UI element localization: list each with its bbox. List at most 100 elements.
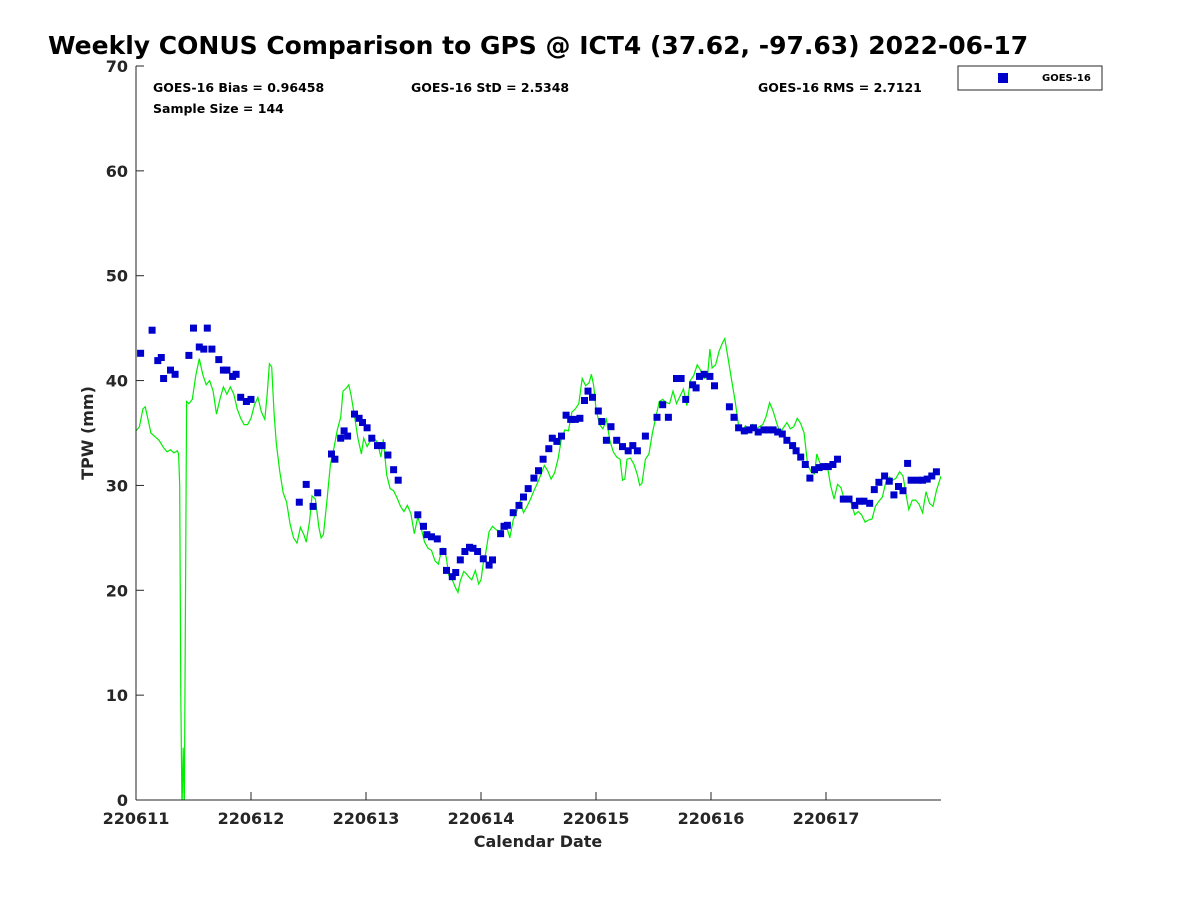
- goes16-point: [845, 495, 853, 503]
- y-tick-label: 40: [106, 372, 128, 391]
- goes16-point: [919, 476, 927, 484]
- goes16-point: [932, 468, 940, 476]
- x-tick-label: 220613: [333, 809, 400, 828]
- goes16-point: [875, 478, 883, 486]
- goes16-point: [855, 497, 863, 505]
- goes16-point: [792, 447, 800, 455]
- goes16-point: [171, 370, 179, 378]
- goes16-point: [548, 434, 556, 442]
- goes16-point: [673, 375, 680, 382]
- goes16-point: [545, 445, 553, 453]
- goes16-point: [530, 474, 538, 482]
- goes16-point: [295, 498, 303, 506]
- goes16-point: [881, 472, 889, 480]
- y-tick-label: 50: [106, 267, 128, 286]
- goes16-point: [359, 419, 366, 426]
- y-tick-label: 10: [106, 686, 128, 705]
- goes16-point: [515, 501, 523, 509]
- goes16-point: [553, 437, 561, 445]
- goes16-point: [368, 434, 376, 442]
- goes16-point: [195, 343, 203, 351]
- goes16-point: [899, 487, 907, 495]
- goes16-point: [914, 476, 922, 484]
- goes16-point: [242, 398, 250, 405]
- goes16-point: [394, 476, 402, 484]
- goes16-point: [474, 548, 482, 555]
- goes16-point: [479, 555, 487, 563]
- goes16-point: [750, 424, 757, 432]
- goes16-point: [866, 499, 874, 507]
- goes16-point: [633, 447, 641, 455]
- goes16-point: [735, 424, 743, 432]
- goes16-point: [562, 411, 570, 419]
- goes16-point: [598, 418, 606, 425]
- x-tick-label: 220614: [448, 809, 515, 828]
- goes16-point: [160, 375, 168, 382]
- goes16-point: [895, 483, 902, 490]
- goes16-point: [363, 424, 371, 432]
- goes16-point: [423, 531, 431, 539]
- x-tick-label: 220617: [793, 809, 860, 828]
- legend-box: [957, 65, 1103, 91]
- goes16-point: [700, 370, 708, 378]
- goes16-point: [203, 324, 211, 332]
- y-tick-label: 70: [106, 57, 128, 76]
- goes16-point: [439, 548, 447, 555]
- y-tick-label: 30: [106, 476, 128, 495]
- goes16-point: [619, 443, 626, 451]
- goes16-point: [535, 467, 542, 475]
- goes16-point: [760, 426, 768, 434]
- goes16-point: [745, 426, 753, 434]
- goes16-point: [641, 432, 649, 440]
- goes16-point: [571, 415, 579, 423]
- y-tick-label: 20: [106, 581, 128, 600]
- goes16-point: [351, 410, 358, 418]
- goes16-point: [890, 491, 898, 499]
- goes16-point: [811, 466, 818, 474]
- chart-title: Weekly CONUS Comparison to GPS @ ICT4 (3…: [48, 31, 1028, 60]
- goes16-point: [629, 442, 637, 450]
- goes16-point: [602, 436, 610, 444]
- goes16-point: [148, 326, 156, 334]
- goes16-point: [584, 387, 592, 395]
- goes16-point: [765, 426, 772, 434]
- goes16-point: [797, 453, 805, 461]
- goes16-point: [801, 461, 809, 468]
- goes16-point: [581, 397, 588, 404]
- goes16-point: [829, 461, 837, 468]
- goes16-point: [456, 556, 464, 564]
- goes16-point: [157, 354, 165, 361]
- goes16-point: [834, 455, 841, 463]
- goes16-point: [247, 395, 255, 403]
- goes16-point: [754, 428, 762, 436]
- legend-label-goes16: GOES-16: [1042, 73, 1091, 84]
- gps-tpw-line: [136, 336, 941, 800]
- goes16-point: [433, 535, 441, 543]
- goes16-point: [851, 501, 859, 509]
- goes16-point: [806, 474, 814, 482]
- goes16-point: [870, 486, 878, 494]
- goes16-point: [215, 356, 223, 364]
- x-tick-label: 220611: [103, 809, 170, 828]
- x-axis-label: Calendar Date: [474, 832, 603, 851]
- goes16-point: [384, 451, 392, 459]
- goes16-point: [820, 463, 828, 471]
- goes16-point: [485, 561, 493, 569]
- goes16-point: [524, 485, 532, 493]
- goes16-point: [682, 395, 690, 403]
- goes16-point: [448, 573, 456, 581]
- goes16-point: [344, 432, 352, 440]
- goes16-point: [503, 521, 511, 529]
- goes16-point: [589, 393, 596, 401]
- goes16-point: [208, 345, 216, 353]
- goes16-point: [237, 393, 245, 401]
- goes16-point: [664, 413, 672, 421]
- goes16-point: [653, 413, 661, 421]
- goes16-point: [567, 415, 575, 423]
- goes16-point: [907, 476, 915, 484]
- plot-area: [136, 66, 941, 800]
- goes16-point: [730, 413, 738, 421]
- goes16-point: [302, 480, 310, 488]
- goes16-point: [839, 495, 847, 503]
